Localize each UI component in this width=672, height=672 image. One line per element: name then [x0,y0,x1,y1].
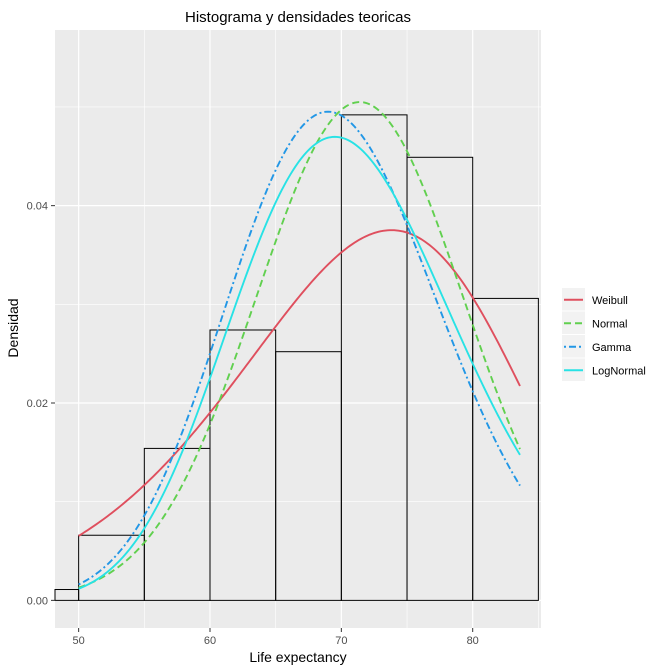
density-curve-normal [78,101,521,589]
x-axis-title: Life expectancy [249,649,346,665]
x-axis: 50 60 70 80 [73,628,479,647]
x-tick-label: 60 [204,635,216,647]
y-tick-label: 0.02 [27,398,48,410]
legend-label: Weibull [592,295,628,307]
x-tick-label: 50 [73,635,85,647]
density-curve-gamma [78,110,521,586]
legend-label: Gamma [592,342,632,354]
legend-label: LogNormal [592,365,646,377]
y-axis-title: Densidad [5,298,21,357]
density-curve-lognormal [78,135,521,590]
legend-label: Normal [592,318,627,330]
density-curve-weibull [78,229,521,537]
legend: Weibull Normal Gamma LogNormal [562,288,646,381]
legend-key [562,311,585,334]
x-tick-label: 80 [467,635,479,647]
chart-title: Histograma y densidades teoricas [185,9,411,26]
y-tick-label: 0.00 [27,595,48,607]
x-tick-label: 70 [335,635,347,647]
y-axis: 0.00 0.02 0.04 [27,201,55,607]
density-curves [78,101,521,590]
histogram-bars [54,114,539,601]
y-tick-label: 0.04 [27,201,48,213]
histogram-bar [472,297,539,601]
panel-background [55,30,541,628]
